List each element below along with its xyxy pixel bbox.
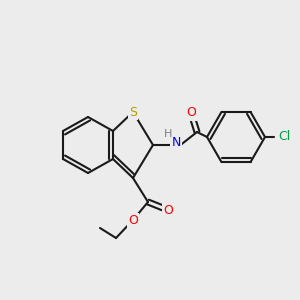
Text: N: N <box>171 136 181 148</box>
Text: O: O <box>186 106 196 119</box>
Text: Cl: Cl <box>278 130 290 143</box>
Text: S: S <box>129 106 137 118</box>
Text: O: O <box>128 214 138 226</box>
Text: O: O <box>163 203 173 217</box>
Text: H: H <box>164 129 172 139</box>
